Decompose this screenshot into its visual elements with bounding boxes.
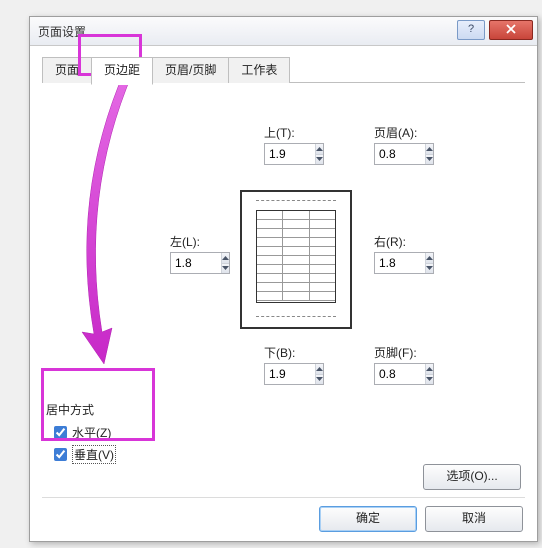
center-section-title: 居中方式 [46, 401, 116, 418]
spin-down-icon[interactable] [426, 264, 433, 274]
preview-footer-line [256, 316, 336, 317]
margin-bottom-spinner[interactable] [264, 363, 324, 385]
margin-bottom-input[interactable] [265, 364, 315, 384]
margin-left-spinner[interactable] [170, 252, 230, 274]
spin-down-icon[interactable] [316, 155, 323, 165]
titlebar: 页面设置 ? [30, 17, 537, 46]
margin-header-spinner[interactable] [374, 143, 434, 165]
margin-header-group: 页眉(A): [374, 124, 464, 165]
page-setup-dialog: 页面设置 ? 页面 页边距 页眉/页脚 工作表 上(T): [29, 16, 538, 542]
spin-up-icon[interactable] [316, 364, 323, 375]
tab-header-footer[interactable]: 页眉/页脚 [152, 57, 229, 83]
spin-down-icon[interactable] [316, 375, 323, 385]
close-icon [506, 24, 516, 34]
spin-up-icon[interactable] [426, 253, 433, 264]
center-section: 居中方式 水平(Z) 垂直(V) [46, 401, 116, 468]
margin-top-group: 上(T): [264, 124, 354, 165]
separator-line [42, 497, 525, 498]
dialog-title: 页面设置 [30, 23, 86, 40]
margin-footer-spinner[interactable] [374, 363, 434, 385]
tab-sheet[interactable]: 工作表 [228, 57, 290, 83]
margin-top-input[interactable] [265, 144, 315, 164]
page-preview [240, 190, 352, 329]
margin-bottom-group: 下(B): [264, 344, 354, 385]
tab-strip: 页面 页边距 页眉/页脚 工作表 [42, 56, 525, 83]
margin-left-input[interactable] [171, 253, 221, 273]
spin-down-icon[interactable] [426, 375, 433, 385]
center-horizontal-checkbox[interactable] [54, 426, 67, 439]
preview-header-line [256, 200, 336, 201]
center-vertical-checkbox[interactable] [54, 448, 67, 461]
margin-footer-group: 页脚(F): [374, 344, 464, 385]
spin-up-icon[interactable] [222, 253, 229, 264]
center-vertical-label: 垂直(V) [72, 445, 116, 464]
margin-top-spinner[interactable] [264, 143, 324, 165]
center-horizontal-label: 水平(Z) [72, 424, 111, 441]
tab-margins[interactable]: 页边距 [91, 57, 153, 85]
spin-up-icon[interactable] [426, 144, 433, 155]
spin-up-icon[interactable] [426, 364, 433, 375]
preview-grid [256, 210, 336, 303]
tab-page[interactable]: 页面 [42, 57, 92, 83]
spin-down-icon[interactable] [222, 264, 229, 274]
margin-footer-input[interactable] [375, 364, 425, 384]
margin-right-input[interactable] [375, 253, 425, 273]
margin-header-label: 页眉(A): [374, 124, 464, 141]
margin-right-group: 右(R): [374, 233, 464, 274]
margin-footer-label: 页脚(F): [374, 344, 464, 361]
margin-top-label: 上(T): [264, 124, 354, 141]
margin-bottom-label: 下(B): [264, 344, 354, 361]
cancel-button[interactable]: 取消 [425, 506, 523, 532]
options-button[interactable]: 选项(O)... [423, 464, 521, 490]
margin-right-spinner[interactable] [374, 252, 434, 274]
margin-right-label: 右(R): [374, 233, 464, 250]
spin-down-icon[interactable] [426, 155, 433, 165]
spin-up-icon[interactable] [316, 144, 323, 155]
margin-header-input[interactable] [375, 144, 425, 164]
close-button[interactable] [489, 20, 533, 40]
ok-button[interactable]: 确定 [319, 506, 417, 532]
help-button[interactable]: ? [457, 20, 485, 40]
